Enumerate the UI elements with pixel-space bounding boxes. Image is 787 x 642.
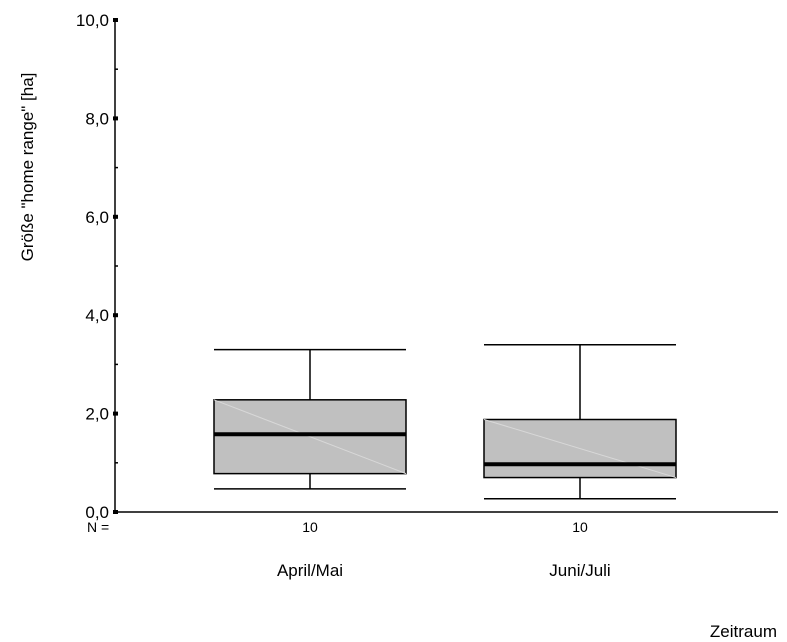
y-tick-major: [113, 411, 118, 416]
y-tick-major: [113, 313, 118, 318]
n-prefix-label: N =: [87, 519, 109, 535]
y-tick-label: 4,0: [85, 306, 109, 325]
y-tick-major: [113, 116, 118, 121]
box-diagonal: [213, 399, 407, 475]
box-2: 10 Juni/Juli: [483, 343, 677, 580]
category-label: April/Mai: [277, 561, 343, 580]
x-axis-title: Zeitraum: [710, 622, 777, 641]
category-label: Juni/Juli: [549, 561, 610, 580]
y-tick-label: 8,0: [85, 109, 109, 128]
n-count-label: 10: [572, 519, 588, 535]
box-1: 10 April/Mai: [213, 348, 407, 580]
y-tick-major: [113, 18, 118, 22]
y-tick-label: 2,0: [85, 405, 109, 424]
y-tick-major: [113, 214, 118, 219]
y-axis-title: Größe "home range" [ha]: [18, 73, 37, 262]
box-diagonal: [483, 419, 677, 479]
y-tick-label: 10,0: [76, 11, 109, 30]
boxes: 10 April/Mai 10 Juni/Juli: [213, 343, 677, 580]
n-count-label: 10: [302, 519, 318, 535]
y-tick-major: [113, 510, 118, 514]
labels: N = Zeitraum Größe "home range" [ha]: [18, 73, 777, 641]
y-ticks: 0,0 2,0 4,0 6,0 8,0 10,0: [76, 11, 118, 522]
y-tick-label: 6,0: [85, 208, 109, 227]
y-tick-label: 0,0: [85, 503, 109, 522]
